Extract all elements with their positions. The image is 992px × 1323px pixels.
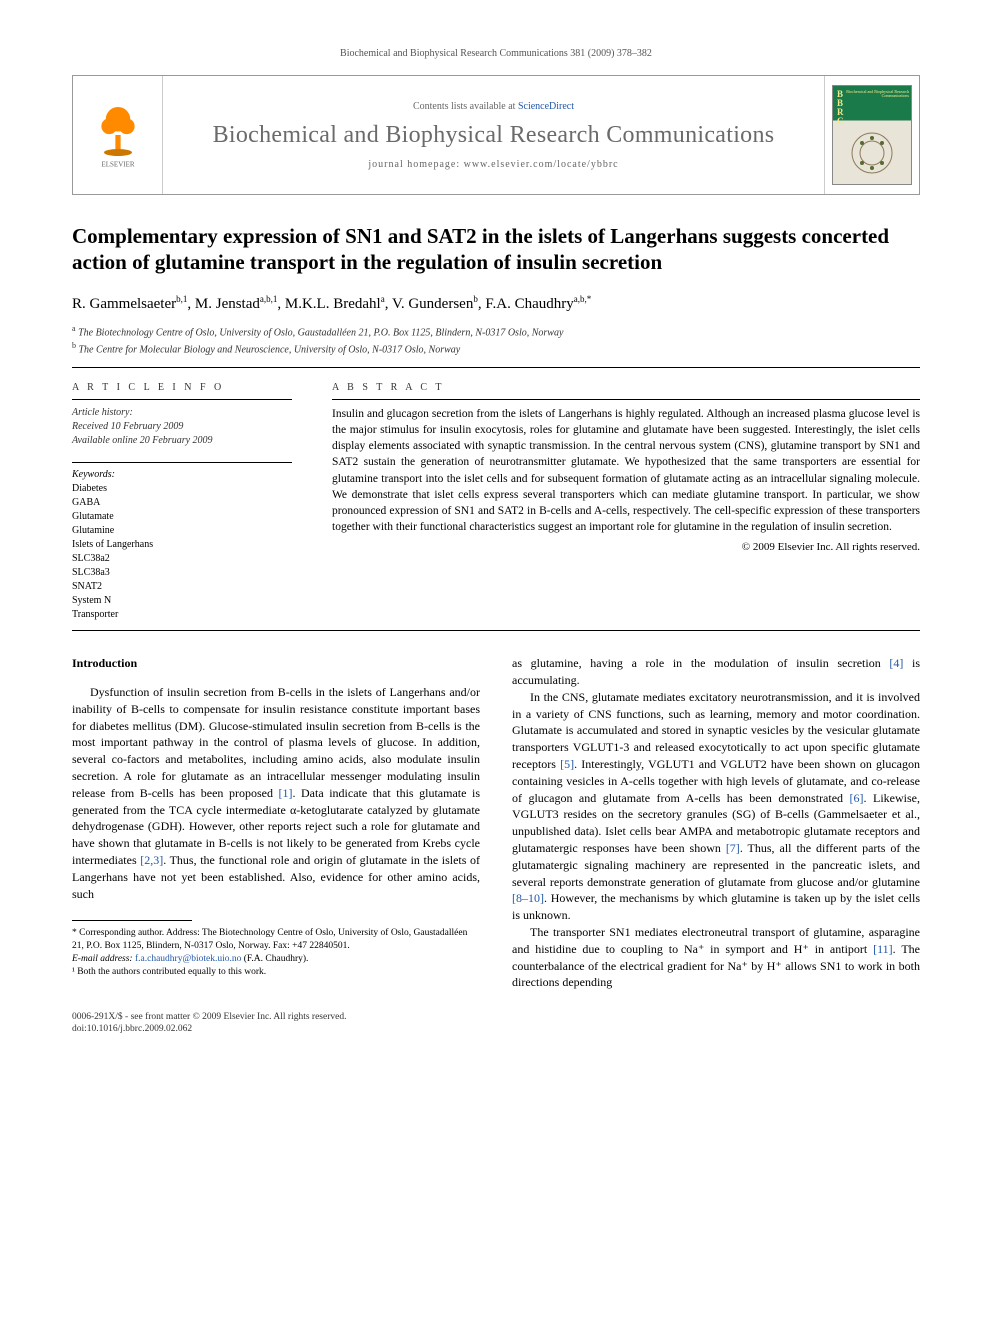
contents-prefix: Contents lists available at — [413, 101, 518, 112]
article-info-column: A R T I C L E I N F O Article history: R… — [72, 382, 292, 622]
keywords-label: Keywords: — [72, 469, 292, 480]
affiliations: a The Biotechnology Centre of Oslo, Univ… — [72, 323, 920, 358]
intro-paragraph-1: Dysfunction of insulin secretion from B-… — [72, 684, 480, 902]
elsevier-label: ELSEVIER — [101, 161, 134, 169]
history-label: Article history: — [72, 406, 292, 420]
citation-link[interactable]: [6] — [850, 791, 864, 805]
email-line: E-mail address: f.a.chaudhry@biotek.uio.… — [72, 953, 480, 966]
info-divider — [72, 399, 292, 400]
homepage-line: journal homepage: www.elsevier.com/locat… — [368, 159, 618, 170]
journal-cover-icon: BBRC Biochemical and Biophysical Researc… — [832, 85, 912, 185]
cover-thumbnail-box: BBRC Biochemical and Biophysical Researc… — [824, 76, 919, 194]
author-name: V. Gundersenb — [392, 296, 478, 312]
article-title: Complementary expression of SN1 and SAT2… — [72, 223, 920, 276]
email-label: E-mail address: — [72, 954, 135, 964]
body-paragraph-col2-2: In the CNS, glutamate mediates excitator… — [512, 689, 920, 924]
footnote-rule — [72, 920, 192, 921]
author-name: M.K.L. Bredahla — [285, 296, 385, 312]
journal-name: Biochemical and Biophysical Research Com… — [213, 122, 775, 149]
keyword: Glutamate — [72, 510, 292, 524]
divider — [72, 367, 920, 368]
affiliation: a The Biotechnology Centre of Oslo, Univ… — [72, 323, 920, 340]
homepage-prefix: journal homepage: — [368, 159, 463, 170]
keyword: SLC38a2 — [72, 552, 292, 566]
publisher-logo-box: ELSEVIER — [73, 76, 163, 194]
article-info-label: A R T I C L E I N F O — [72, 382, 292, 393]
body-paragraph-col2-1: as glutamine, having a role in the modul… — [512, 655, 920, 689]
keyword: Islets of Langerhans — [72, 538, 292, 552]
footer-doi: doi:10.1016/j.bbrc.2009.02.062 — [72, 1023, 920, 1035]
citation-link[interactable]: [7] — [726, 841, 740, 855]
page-footer: 0006-291X/$ - see front matter © 2009 El… — [72, 1011, 920, 1036]
page-container: Biochemical and Biophysical Research Com… — [0, 0, 992, 1076]
article-history: Article history: Received 10 February 20… — [72, 406, 292, 448]
affiliation: b The Centre for Molecular Biology and N… — [72, 340, 920, 357]
keyword: SNAT2 — [72, 580, 292, 594]
body-column-right: as glutamine, having a role in the modul… — [512, 655, 920, 991]
keyword: Diabetes — [72, 482, 292, 496]
abstract-column: A B S T R A C T Insulin and glucagon sec… — [332, 382, 920, 622]
body-columns: Introduction Dysfunction of insulin secr… — [72, 655, 920, 991]
running-header: Biochemical and Biophysical Research Com… — [72, 48, 920, 59]
equal-contribution-note: ¹ Both the authors contributed equally t… — [72, 966, 480, 979]
keyword: Glutamine — [72, 524, 292, 538]
author-name: R. Gammelsaeterb,1 — [72, 296, 187, 312]
introduction-heading: Introduction — [72, 655, 480, 672]
keyword: Transporter — [72, 608, 292, 622]
info-abstract-row: A R T I C L E I N F O Article history: R… — [72, 382, 920, 622]
abstract-label: A B S T R A C T — [332, 382, 920, 393]
abstract-copyright: © 2009 Elsevier Inc. All rights reserved… — [332, 541, 920, 553]
citation-link[interactable]: [4] — [889, 656, 903, 670]
received-date: Received 10 February 2009 — [72, 420, 292, 434]
citation-link[interactable]: [8–10] — [512, 891, 544, 905]
contents-available-line: Contents lists available at ScienceDirec… — [413, 101, 574, 112]
author-name: F.A. Chaudhrya,b,* — [485, 296, 591, 312]
citation-link[interactable]: [5] — [560, 757, 574, 771]
online-date: Available online 20 February 2009 — [72, 434, 292, 448]
body-divider — [72, 630, 920, 631]
cover-subtitle: Biochemical and Biophysical Research Com… — [833, 90, 909, 99]
elsevier-logo-icon: ELSEVIER — [88, 100, 148, 170]
footer-copyright: 0006-291X/$ - see front matter © 2009 El… — [72, 1011, 920, 1023]
abstract-divider — [332, 399, 920, 400]
author-name: M. Jenstada,b,1 — [195, 296, 278, 312]
footnotes: * Corresponding author. Address: The Bio… — [72, 927, 480, 978]
masthead: ELSEVIER Contents lists available at Sci… — [72, 75, 920, 195]
info-divider — [72, 462, 292, 463]
keywords-list: DiabetesGABAGlutamateGlutamineIslets of … — [72, 482, 292, 622]
citation-link[interactable]: [2,3] — [140, 853, 163, 867]
body-column-left: Introduction Dysfunction of insulin secr… — [72, 655, 480, 991]
keyword: GABA — [72, 496, 292, 510]
masthead-center: Contents lists available at ScienceDirec… — [163, 76, 824, 194]
citation-link[interactable]: [11] — [873, 942, 893, 956]
homepage-url[interactable]: www.elsevier.com/locate/ybbrc — [464, 159, 619, 170]
abstract-text: Insulin and glucagon secretion from the … — [332, 406, 920, 535]
citation-link[interactable]: [1] — [278, 786, 292, 800]
author-email-link[interactable]: f.a.chaudhry@biotek.uio.no — [135, 954, 241, 964]
keyword: SLC38a3 — [72, 566, 292, 580]
body-paragraph-col2-3: The transporter SN1 mediates electroneut… — [512, 924, 920, 991]
sciencedirect-link[interactable]: ScienceDirect — [518, 101, 574, 112]
corresponding-author-note: * Corresponding author. Address: The Bio… — [72, 927, 480, 953]
email-suffix: (F.A. Chaudhry). — [241, 954, 308, 964]
keyword: System N — [72, 594, 292, 608]
author-list: R. Gammelsaeterb,1, M. Jenstada,b,1, M.K… — [72, 294, 920, 313]
